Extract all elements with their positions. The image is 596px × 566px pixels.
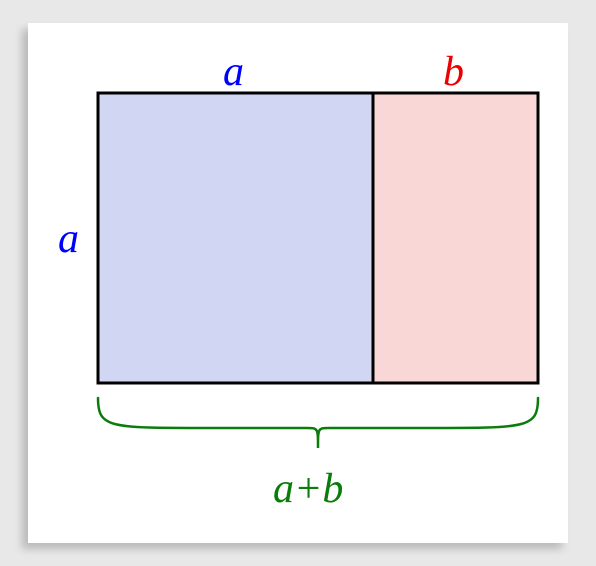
label-b-top: b [443,51,464,93]
label-a-left: a [58,218,79,260]
label-a-top: a [223,51,244,93]
curly-brace [98,398,538,448]
label-a-plus-b: a+b [273,468,343,510]
square-a [98,93,373,383]
diagram-card: a b a a+b [28,23,568,543]
golden-ratio-diagram [28,23,568,543]
rect-b [373,93,538,383]
